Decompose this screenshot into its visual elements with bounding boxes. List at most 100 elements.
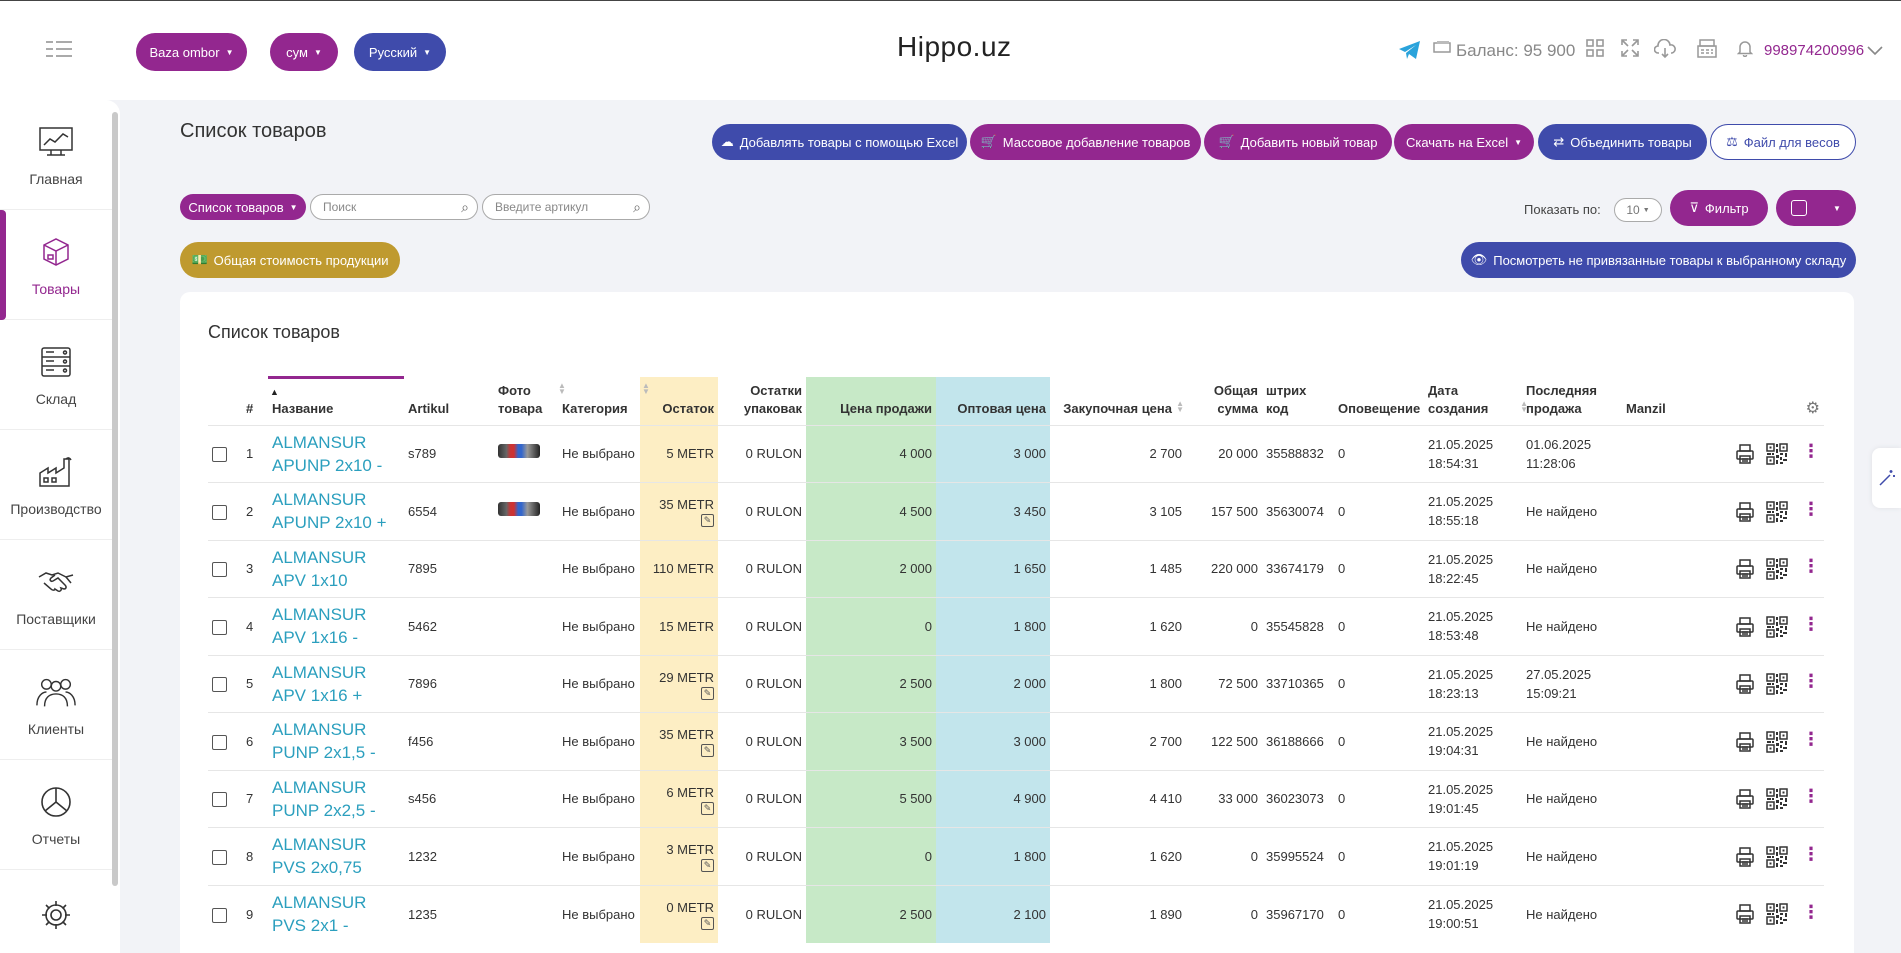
product-name-link[interactable]: ALMANSUR APV 1x10 [272, 547, 367, 590]
more-options-icon[interactable]: ⋮ [1802, 671, 1820, 692]
bulk-add-button[interactable]: 🛒 Массовое добавление товаров [970, 124, 1201, 160]
edit-icon[interactable]: ✎ [701, 917, 714, 930]
telegram-icon[interactable] [1398, 39, 1420, 61]
row-barcode: 35630074 [1262, 482, 1334, 540]
product-name-link[interactable]: ALMANSUR APUNP 2x10 + [272, 490, 387, 533]
per-page-select[interactable]: 10 ▼ [1614, 198, 1662, 222]
printer-icon[interactable] [1734, 443, 1756, 465]
menu-toggle-icon[interactable] [46, 41, 72, 59]
edit-icon[interactable]: ✎ [701, 686, 714, 700]
header-pack[interactable]: Остатки упаковак▲▼ [718, 377, 812, 425]
row-checkbox[interactable] [212, 792, 227, 808]
sidebar-item-reports[interactable]: Отчеты [0, 760, 112, 870]
row-checkbox[interactable] [212, 504, 227, 520]
printer-icon[interactable] [1734, 788, 1756, 810]
more-options-icon[interactable]: ⋮ [1802, 498, 1820, 519]
product-photo[interactable] [498, 444, 540, 459]
header-wholesale[interactable]: Оптовая цена [936, 377, 1050, 425]
printer-icon[interactable] [1734, 558, 1756, 580]
header-stock[interactable]: Остаток ▲ ▼ [640, 377, 718, 425]
qr-code-icon[interactable] [1766, 730, 1788, 753]
more-options-icon[interactable]: ⋮ [1802, 901, 1820, 922]
product-name-link[interactable]: ALMANSUR PUNP 2x1,5 - [272, 720, 376, 763]
add-product-button[interactable]: 🛒 Добавить новый товар [1204, 124, 1392, 160]
bell-icon[interactable] [1734, 39, 1756, 61]
total-value-button[interactable]: 💵 Общая стоимость продукции [180, 242, 400, 278]
header-category[interactable]: Категория ▲ ▼ [558, 377, 640, 425]
sidebar-item-home[interactable]: Главная [0, 100, 112, 210]
cloud-download-icon[interactable] [1653, 38, 1676, 61]
row-checkbox[interactable] [212, 734, 227, 750]
product-name-link[interactable]: ALMANSUR PVS 2x1 - [272, 893, 367, 935]
magic-wand-icon[interactable] [1872, 448, 1901, 508]
header-created[interactable]: Дата создания ▲ ▼ [1424, 377, 1528, 425]
printer-icon[interactable] [1734, 673, 1756, 695]
qr-code-icon[interactable] [1766, 903, 1788, 926]
header-sale[interactable]: Цена продажи [806, 377, 936, 425]
sidebar-item-clients[interactable]: Клиенты [0, 650, 112, 760]
row-checkbox[interactable] [212, 447, 227, 463]
currency-select[interactable]: сум ▼ [270, 33, 338, 71]
product-name-link[interactable]: ALMANSUR APV 1x16 + [272, 662, 367, 705]
column-toggle-dropdown[interactable]: ▼ [1776, 190, 1856, 226]
row-checkbox[interactable] [212, 562, 227, 578]
filter-button[interactable]: ⊽ Фильтр [1670, 190, 1768, 226]
warehouse-select[interactable]: Baza ombor ▼ [136, 33, 247, 71]
chevron-down-icon[interactable] [1864, 39, 1886, 61]
gear-icon[interactable]: ⚙ [1805, 399, 1820, 417]
qr-code-icon[interactable] [1766, 500, 1788, 523]
edit-icon[interactable]: ✎ [701, 801, 714, 815]
row-checkbox[interactable] [212, 907, 227, 923]
more-options-icon[interactable]: ⋮ [1802, 441, 1820, 462]
printer-icon[interactable] [1734, 903, 1756, 925]
more-options-icon[interactable]: ⋮ [1802, 786, 1820, 807]
header-name[interactable]: Название ▲ [268, 377, 404, 425]
more-options-icon[interactable]: ⋮ [1802, 613, 1820, 634]
qr-code-icon[interactable] [1766, 673, 1788, 695]
sidebar-item-settings[interactable] [0, 870, 112, 953]
header-settings[interactable]: ⚙ [1720, 377, 1824, 425]
grid-icon[interactable] [1584, 39, 1606, 61]
product-name-link[interactable]: ALMANSUR PUNP 2x2,5 - [272, 777, 376, 820]
scale-file-button[interactable]: ⚖ Файл для весов [1710, 124, 1856, 160]
fullscreen-icon[interactable] [1619, 39, 1641, 61]
edit-icon[interactable]: ✎ [701, 744, 714, 758]
qr-code-icon[interactable] [1766, 443, 1788, 465]
qr-code-icon[interactable] [1766, 788, 1788, 810]
more-options-icon[interactable]: ⋮ [1802, 843, 1820, 864]
sidebar-item-suppliers[interactable]: Поставщики [0, 540, 112, 650]
printer-icon[interactable] [1734, 846, 1756, 868]
header-purchase[interactable]: Закупочная цена ▲ ▼ [1050, 377, 1186, 425]
product-photo[interactable] [498, 501, 540, 516]
sidebar-scrollbar[interactable] [112, 112, 118, 886]
sidebar-item-warehouse[interactable]: Склад [0, 320, 112, 430]
edit-icon[interactable]: ✎ [701, 514, 714, 528]
article-input[interactable]: Введите артикул ⌕ [482, 194, 650, 220]
qr-code-icon[interactable] [1766, 558, 1788, 580]
more-options-icon[interactable]: ⋮ [1802, 556, 1820, 577]
row-checkbox[interactable] [212, 849, 227, 865]
product-name-link[interactable]: ALMANSUR PVS 2x0,75 [272, 835, 367, 878]
user-phone[interactable]: 998974200996 [1764, 42, 1865, 59]
row-checkbox[interactable] [212, 677, 227, 693]
more-options-icon[interactable]: ⋮ [1802, 728, 1820, 749]
edit-icon[interactable]: ✎ [701, 859, 714, 873]
excel-import-button[interactable]: ☁ Добавлять товары с помощью Excel [712, 124, 967, 160]
qr-code-icon[interactable] [1766, 845, 1788, 868]
unlinked-products-button[interactable]: 👁 Посмотреть не привязанные товары к выбр… [1461, 242, 1856, 278]
row-checkbox[interactable] [212, 619, 227, 635]
sidebar-item-products[interactable]: Товары [0, 210, 112, 320]
cash-register-icon[interactable] [1696, 39, 1718, 61]
language-select[interactable]: Русский ▼ [354, 33, 446, 71]
printer-icon[interactable] [1734, 731, 1756, 753]
product-name-link[interactable]: ALMANSUR APUNP 2x10 - [272, 432, 383, 475]
printer-icon[interactable] [1734, 501, 1756, 523]
sidebar-item-production[interactable]: Производство [0, 430, 112, 540]
download-excel-button[interactable]: Скачать на Excel ▼ [1394, 124, 1534, 160]
search-input[interactable]: Поиск ⌕ [310, 194, 478, 220]
qr-code-icon[interactable] [1766, 615, 1788, 638]
merge-products-button[interactable]: ⇄ Объединить товары [1538, 124, 1707, 160]
list-type-dropdown[interactable]: Список товаров ▼ [180, 194, 306, 220]
printer-icon[interactable] [1734, 616, 1756, 638]
product-name-link[interactable]: ALMANSUR APV 1x16 - [272, 605, 367, 648]
